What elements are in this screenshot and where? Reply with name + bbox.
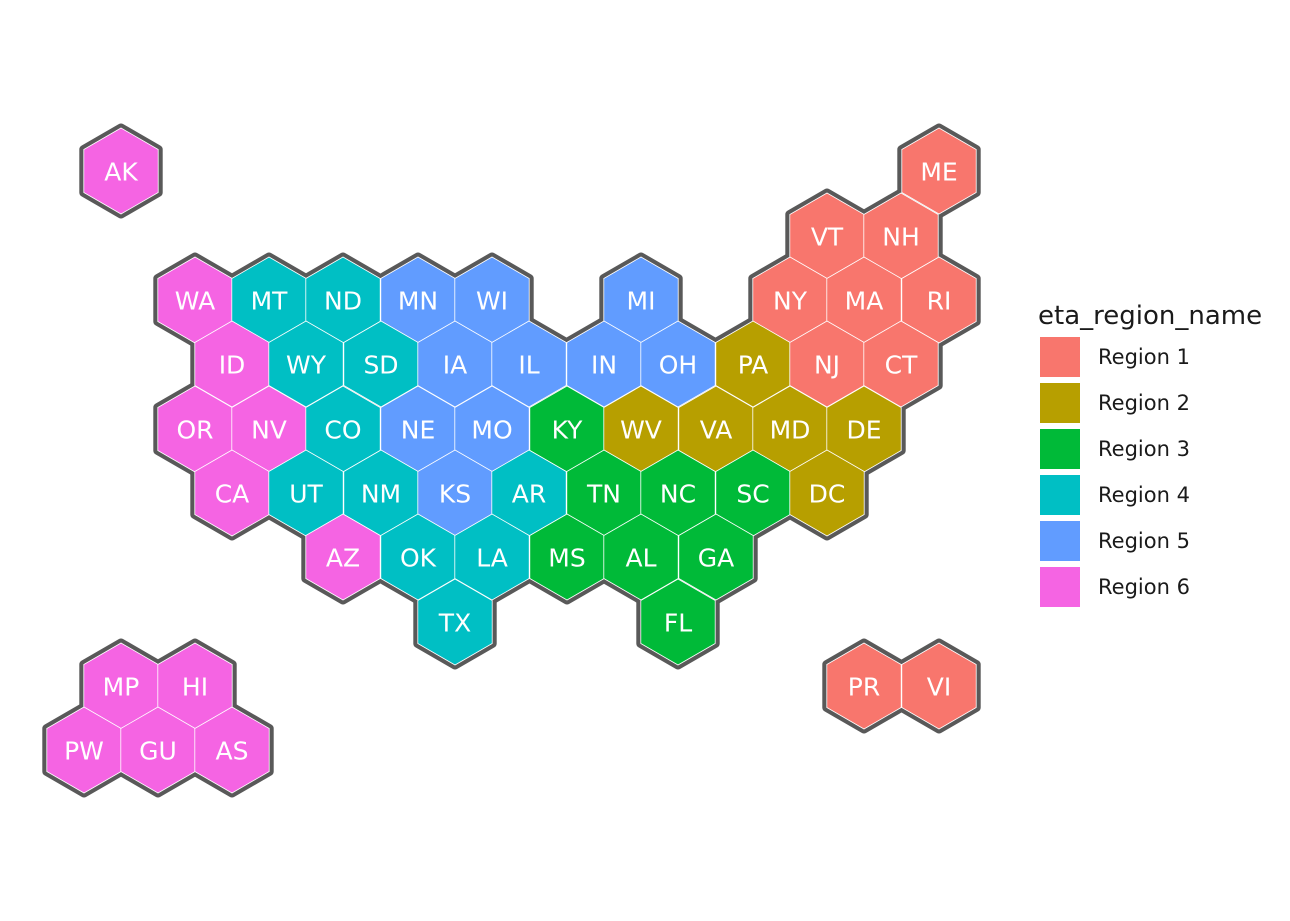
hex-label-hi: HI	[182, 673, 208, 702]
hex-label-mp: MP	[103, 673, 140, 702]
legend-label-region-4: Region 4	[1098, 483, 1190, 507]
legend-label-region-1: Region 1	[1098, 345, 1190, 369]
legend-swatch-region-6	[1040, 567, 1080, 607]
legend-swatch-region-1	[1040, 337, 1080, 377]
hex-label-ri: RI	[927, 287, 952, 316]
hex-label-md: MD	[770, 416, 811, 445]
hex-label-mt: MT	[251, 287, 289, 316]
hex-label-mn: MN	[398, 287, 438, 316]
hex-label-nj: NJ	[814, 351, 840, 380]
hex-tx	[417, 578, 493, 666]
hex-label-id: ID	[219, 351, 246, 380]
hex-label-ut: UT	[289, 480, 323, 509]
hex-label-sd: SD	[363, 351, 398, 380]
legend-swatch-region-5	[1040, 521, 1080, 561]
legend-swatch-region-2	[1040, 383, 1080, 423]
hex-me	[901, 127, 977, 215]
hex-label-ma: MA	[845, 287, 884, 316]
legend-item-region-4: Region 4	[1038, 472, 1262, 518]
hex-ak	[83, 127, 159, 215]
hex-label-ne: NE	[401, 416, 436, 445]
hex-ri	[901, 256, 977, 344]
state-labels: AK ME VT NH WA MT ND MN WI MI NY MA RI ID WY SD IA IL IN OH…	[64, 158, 958, 766]
hex-label-oh: OH	[659, 351, 697, 380]
hex-label-tx: TX	[438, 609, 471, 638]
hex-label-ny: NY	[773, 287, 808, 316]
hex-pr	[826, 642, 902, 730]
hex-label-nv: NV	[251, 416, 287, 445]
hex-label-al: AL	[625, 544, 656, 573]
hex-label-ks: KS	[439, 480, 471, 509]
hex-label-as: AS	[216, 737, 249, 766]
hex-label-pa: PA	[738, 351, 769, 380]
legend-item-region-6: Region 6	[1038, 564, 1262, 610]
hex-dc	[789, 449, 865, 537]
hex-label-ms: MS	[548, 544, 585, 573]
legend-item-region-1: Region 1	[1038, 334, 1262, 380]
hex-fl	[640, 578, 716, 666]
hex-label-az: AZ	[326, 544, 360, 573]
hex-label-sc: SC	[736, 480, 769, 509]
legend-items: Region 1 Region 2 Region 3 Region 4 Regi…	[1038, 334, 1262, 610]
hex-label-la: LA	[476, 544, 508, 573]
hex-label-nh: NH	[882, 223, 920, 252]
legend-label-region-2: Region 2	[1098, 391, 1190, 415]
hex-label-nc: NC	[660, 480, 696, 509]
hex-label-tn: TN	[586, 480, 621, 509]
hex-label-dc: DC	[809, 480, 846, 509]
hex-label-in: IN	[591, 351, 617, 380]
hex-label-ct: CT	[885, 351, 918, 380]
hex-label-ak: AK	[104, 158, 138, 187]
hex-label-de: DE	[846, 416, 881, 445]
hex-label-nm: NM	[361, 480, 401, 509]
legend-label-region-6: Region 6	[1098, 575, 1190, 599]
hex-as	[194, 706, 270, 794]
hex-label-nd: ND	[324, 287, 362, 316]
legend-item-region-3: Region 3	[1038, 426, 1262, 472]
legend-label-region-5: Region 5	[1098, 529, 1190, 553]
hex-label-mo: MO	[471, 416, 512, 445]
hex-label-ca: CA	[215, 480, 250, 509]
legend: eta_region_name Region 1 Region 2 Region…	[1038, 298, 1262, 610]
legend-item-region-5: Region 5	[1038, 518, 1262, 564]
hex-label-ga: GA	[698, 544, 734, 573]
legend-swatch-region-4	[1040, 475, 1080, 515]
hex-label-wy: WY	[286, 351, 327, 380]
hex-label-co: CO	[324, 416, 361, 445]
hex-label-ok: OK	[400, 544, 437, 573]
legend-swatch-region-3	[1040, 429, 1080, 469]
hex-label-or: OR	[176, 416, 213, 445]
legend-label-region-3: Region 3	[1098, 437, 1190, 461]
hex-label-va: VA	[700, 416, 733, 445]
state-hexagons	[46, 127, 977, 794]
hex-label-pr: PR	[848, 673, 880, 702]
hex-label-wi: WI	[476, 287, 508, 316]
hex-ga	[678, 513, 754, 601]
hex-label-mi: MI	[627, 287, 656, 316]
hex-label-wv: WV	[620, 416, 662, 445]
hex-label-fl: FL	[664, 609, 692, 638]
hex-vi	[901, 642, 977, 730]
hex-label-ia: IA	[443, 351, 467, 380]
legend-item-region-2: Region 2	[1038, 380, 1262, 426]
hex-label-vt: VT	[811, 223, 844, 252]
hex-label-pw: PW	[64, 737, 104, 766]
hex-label-vi: VI	[927, 673, 951, 702]
hex-label-ky: KY	[552, 416, 584, 445]
hex-az	[305, 513, 381, 601]
hex-label-wa: WA	[175, 287, 215, 316]
hex-label-gu: GU	[139, 737, 177, 766]
hex-label-il: IL	[518, 351, 539, 380]
hex-label-me: ME	[920, 158, 957, 187]
hex-label-ar: AR	[512, 480, 546, 509]
legend-title: eta_region_name	[1038, 301, 1263, 331]
